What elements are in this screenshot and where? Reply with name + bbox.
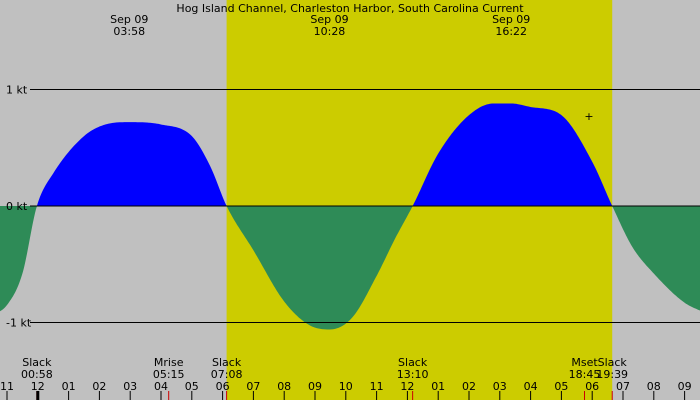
ebb-area [0, 206, 700, 330]
x-tick-label: 08 [277, 380, 291, 393]
x-tick-label: 02 [92, 380, 106, 393]
x-tick-label: 07 [616, 380, 630, 393]
y-tick-label: -1 kt [6, 317, 32, 330]
event-name-label: Slack [22, 356, 52, 369]
x-tick-label: 05 [554, 380, 568, 393]
peak-date-label: Sep 09 [110, 13, 148, 26]
x-tick-label: 01 [431, 380, 445, 393]
y-tick-label: 0 kt [6, 200, 28, 213]
chart-title: Hog Island Channel, Charleston Harbor, S… [176, 2, 524, 15]
peak-time-label: 03:58 [113, 25, 145, 38]
event-time-label: 13:10 [397, 368, 429, 381]
x-tick-label: 01 [62, 380, 76, 393]
x-tick-label: 03 [493, 380, 507, 393]
peak-date-label: Sep 09 [492, 13, 530, 26]
event-time-label: 00:58 [21, 368, 53, 381]
y-gridlines: 1 kt 0 kt -1 kt [6, 84, 700, 330]
event-time-label: 05:15 [153, 368, 185, 381]
x-tick-label: 09 [678, 380, 692, 393]
event-name-label: Slack [398, 356, 428, 369]
x-tick-label: 02 [462, 380, 476, 393]
current-areas [0, 103, 700, 330]
event-name-label: Mset [571, 356, 598, 369]
x-tick-label: 04 [154, 380, 168, 393]
event-name-label: Slack [598, 356, 628, 369]
x-axis: 11 12 01 02 03 04 05 06 07 08 09 10 11 12 01 02 03 04 05 06… [0, 380, 692, 400]
x-tick-label: 07 [246, 380, 260, 393]
event-time-label: 19:39 [596, 368, 628, 381]
flood-area [0, 103, 700, 206]
peak-time-label: 10:28 [314, 25, 346, 38]
peak-date-label: Sep 09 [310, 13, 348, 26]
x-tick-label: 06 [216, 380, 230, 393]
event-name-label: Slack [212, 356, 242, 369]
event-time-label: 18:45 [569, 368, 601, 381]
crosshair-cursor: + [584, 110, 593, 123]
x-tick-label: 11 [0, 380, 14, 393]
x-tick-label: 08 [647, 380, 661, 393]
peak-time-label: 16:22 [495, 25, 527, 38]
event-annotations: Slack00:58Mrise05:15Slack07:08Slack13:10… [21, 356, 628, 400]
x-tick-label: 11 [370, 380, 384, 393]
y-tick-label: 1 kt [6, 84, 28, 97]
x-tick-label: 03 [123, 380, 137, 393]
x-tick-label: 06 [585, 380, 599, 393]
event-time-label: 07:08 [211, 368, 243, 381]
x-tick-label: 10 [339, 380, 353, 393]
x-tick-label: 04 [524, 380, 538, 393]
x-tick-label: 09 [308, 380, 322, 393]
x-tick-label: 12 [31, 380, 45, 393]
x-tick-label: 12 [400, 380, 414, 393]
x-tick-label: 05 [185, 380, 199, 393]
event-name-label: Mrise [154, 356, 184, 369]
